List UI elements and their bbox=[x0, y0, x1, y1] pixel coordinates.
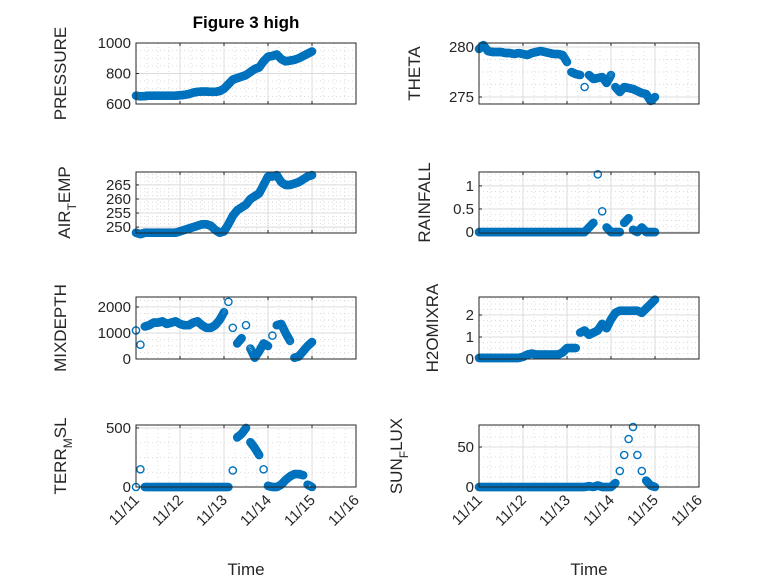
y-tick-label: 0 bbox=[466, 224, 474, 241]
data-point bbox=[615, 227, 625, 237]
subplot-pressure: 600 800 1000 PRESSURE bbox=[51, 27, 357, 121]
axes-box bbox=[478, 296, 700, 360]
data-point bbox=[307, 170, 317, 180]
y-tick-label: 265 bbox=[106, 177, 131, 194]
axes-box bbox=[478, 171, 700, 234]
axes-box bbox=[135, 42, 357, 105]
data-point bbox=[589, 218, 598, 228]
data-point bbox=[650, 295, 660, 304]
y-axis-label: H2OMIXRA bbox=[423, 283, 442, 372]
data-point bbox=[650, 92, 660, 102]
axes-box bbox=[478, 424, 700, 488]
data-point bbox=[606, 70, 616, 80]
y-tick-label: 0.5 bbox=[453, 201, 474, 218]
data-point bbox=[562, 57, 572, 67]
data-point bbox=[268, 331, 277, 340]
y-tick-label: 50 bbox=[457, 439, 474, 456]
y-tick-label: 260 bbox=[106, 191, 131, 208]
data-point bbox=[136, 464, 145, 474]
y-axis-label: THETA bbox=[405, 46, 424, 101]
subplot-rainfall: 0 0.5 1 RAINFALL bbox=[415, 162, 700, 243]
y-tick-label: 1 bbox=[466, 178, 474, 195]
data-point bbox=[241, 423, 251, 433]
data-point bbox=[650, 227, 660, 237]
subplot-theta: 275 280 THETA bbox=[405, 39, 700, 106]
data-point bbox=[637, 466, 647, 476]
y-tick-label: 1 bbox=[466, 329, 474, 346]
x-axis-label-right: Time bbox=[570, 560, 607, 579]
data-point bbox=[224, 297, 233, 307]
data-point bbox=[241, 320, 251, 330]
y-tick-label: 1000 bbox=[98, 325, 131, 342]
axes-box bbox=[478, 42, 700, 105]
data-point bbox=[593, 170, 603, 179]
axes-box bbox=[135, 296, 357, 360]
y-axis-label: PRESSURE bbox=[51, 27, 70, 121]
y-axis-label: SUNFLUX bbox=[387, 418, 411, 494]
data-point bbox=[237, 333, 246, 343]
axes-box bbox=[135, 424, 357, 488]
data-point bbox=[254, 450, 264, 460]
figure-title: Figure 3 high bbox=[193, 13, 300, 32]
y-tick-label: 0 bbox=[466, 479, 474, 496]
data-point bbox=[263, 341, 273, 351]
y-axis-label: TERRMSL bbox=[51, 417, 75, 494]
y-tick-label: 0 bbox=[466, 351, 474, 368]
data-point bbox=[624, 213, 633, 223]
data-point bbox=[633, 450, 642, 460]
y-tick-label: 800 bbox=[106, 66, 131, 83]
data-point bbox=[307, 47, 317, 56]
y-tick-label: 280 bbox=[449, 39, 474, 56]
data-point bbox=[285, 336, 295, 346]
y-tick-label: 1000 bbox=[98, 35, 131, 52]
data-point bbox=[628, 422, 638, 432]
y-tick-label: 2000 bbox=[98, 299, 131, 316]
y-tick-label: 2 bbox=[466, 307, 474, 324]
data-point bbox=[219, 307, 229, 317]
y-tick-label: 600 bbox=[106, 96, 131, 113]
y-tick-label: 275 bbox=[449, 89, 474, 106]
data-point bbox=[580, 82, 589, 92]
data-point bbox=[298, 470, 308, 480]
data-point bbox=[259, 464, 268, 474]
data-point bbox=[619, 450, 629, 460]
data-point bbox=[228, 466, 238, 475]
data-point bbox=[597, 206, 607, 216]
y-tick-label: 0 bbox=[123, 479, 131, 496]
x-axis-label-left: Time bbox=[227, 560, 264, 579]
y-axis-label: RAINFALL bbox=[415, 162, 434, 242]
subplot-mixdepth: 0 1000 2000 MIXDEPTH bbox=[51, 284, 357, 372]
data-point bbox=[307, 337, 317, 347]
y-tick-label: 0 bbox=[123, 351, 131, 368]
data-point bbox=[624, 434, 633, 444]
y-axis-label: MIXDEPTH bbox=[51, 284, 70, 372]
data-point bbox=[571, 343, 581, 353]
subplot-h2omixra: 0 1 2 H2OMIXRA bbox=[423, 283, 700, 372]
axes-box bbox=[135, 171, 357, 234]
data-point bbox=[136, 340, 145, 350]
y-tick-label: 250 bbox=[106, 219, 131, 236]
y-tick-label: 500 bbox=[106, 420, 131, 437]
y-tick-label: 255 bbox=[106, 205, 131, 222]
data-point bbox=[228, 323, 238, 333]
data-point bbox=[575, 70, 585, 80]
data-point bbox=[615, 466, 625, 476]
y-axis-label: AIRTEMP bbox=[55, 166, 79, 239]
